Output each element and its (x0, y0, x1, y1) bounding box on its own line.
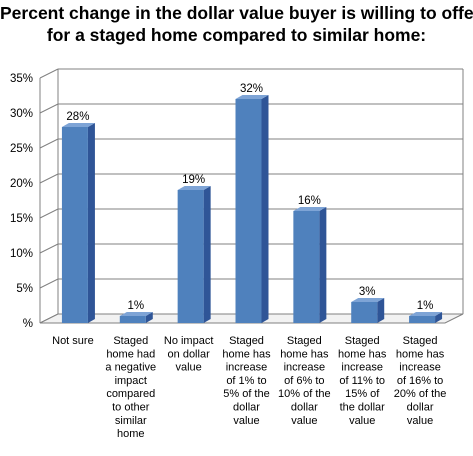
x-category-label: of 11% to (339, 375, 385, 387)
x-category-label: 10% of the (278, 388, 331, 400)
gridline-depth (39, 173, 59, 184)
x-category-label: home has (280, 348, 329, 360)
bar-side (377, 298, 385, 323)
y-tick-label: 35% (10, 73, 33, 85)
bar-top (235, 95, 269, 99)
y-tick-label: 20% (10, 178, 33, 190)
data-label: 3% (359, 286, 376, 298)
bar-top (119, 312, 153, 316)
x-category-label: impact (115, 375, 147, 387)
x-category-label: value (175, 362, 201, 374)
y-tick-label: 30% (10, 108, 33, 120)
data-label: 1% (417, 300, 434, 312)
bar-top (293, 207, 327, 211)
data-label: 19% (182, 174, 205, 186)
chart-title-line-2: for a staged home compared to similar ho… (46, 25, 427, 45)
bar-top (409, 312, 443, 316)
x-category-label: of 16% to (397, 375, 443, 387)
x-category-label: increase (284, 362, 326, 374)
x-category-label: on dollar (168, 348, 211, 360)
y-tick-label: % (23, 318, 33, 330)
bar (235, 99, 262, 323)
chart-title: Percent change in the dollar value buyer… (0, 2, 473, 46)
x-category-label: home has (338, 348, 387, 360)
x-category-label: compared (106, 388, 155, 400)
y-tick-label: 25% (10, 143, 33, 155)
bar-top (177, 186, 211, 190)
gridline-depth (39, 103, 59, 114)
y-tick-label: 5% (16, 283, 33, 295)
x-category-label: increase (226, 362, 268, 374)
x-category-label: the dollar (340, 402, 386, 414)
x-category-label: home had (106, 348, 155, 360)
chart-title-line-1: Percent change in the dollar value buyer… (0, 3, 473, 23)
bar-side (319, 207, 327, 323)
bar-top (351, 298, 385, 302)
x-category-label: Staged (287, 335, 322, 347)
x-category-label: increase (341, 362, 383, 374)
x-category-label: Staged (113, 335, 148, 347)
x-category-label: value (291, 415, 317, 427)
x-category-label: increase (399, 362, 441, 374)
bar (409, 316, 436, 323)
gridline-depth (39, 278, 59, 289)
bar-side (203, 186, 211, 323)
data-label: 16% (298, 195, 321, 207)
x-category-label: of 6% to (284, 375, 324, 387)
gridline-depth (39, 243, 59, 254)
gridline-depth (39, 138, 59, 149)
data-label: 32% (240, 83, 263, 95)
x-category-label: dollar (233, 402, 260, 414)
x-category-label: similar (115, 415, 147, 427)
data-label: 1% (127, 300, 144, 312)
x-category-label: 20% of the (394, 388, 447, 400)
x-category-label: value (349, 415, 375, 427)
bar-top (61, 123, 95, 127)
x-category-label: to other (112, 402, 150, 414)
bar-side (87, 123, 95, 323)
bar-side (261, 95, 269, 323)
y-tick-label: 10% (10, 248, 33, 260)
x-category-label: value (407, 415, 433, 427)
x-category-label: home has (396, 348, 445, 360)
x-category-label: home has (222, 348, 271, 360)
x-category-label: dollar (291, 402, 318, 414)
y-tick-label: 15% (10, 213, 33, 225)
x-category-label: Not sure (52, 335, 94, 347)
x-category-label: Staged (345, 335, 380, 347)
bar-side (435, 312, 443, 323)
x-category-label: home (117, 428, 145, 440)
x-category-label: Staged (229, 335, 264, 347)
x-category-label: of 1% to (226, 375, 266, 387)
x-category-label: Staged (403, 335, 438, 347)
bar (119, 316, 146, 323)
bar (177, 190, 204, 323)
x-category-label: value (233, 415, 259, 427)
x-category-label: dollar (407, 402, 434, 414)
x-category-label: 15% of (345, 388, 380, 400)
bar (293, 211, 320, 323)
x-category-label: 5% of the (223, 388, 269, 400)
bar (61, 127, 88, 323)
gridline-depth (39, 208, 59, 219)
bar-side (145, 312, 153, 323)
bar (351, 302, 378, 323)
x-category-label: a negative (105, 362, 156, 374)
data-label: 28% (66, 111, 89, 123)
x-category-label: No impact (164, 335, 214, 347)
gridline-depth (39, 68, 59, 79)
